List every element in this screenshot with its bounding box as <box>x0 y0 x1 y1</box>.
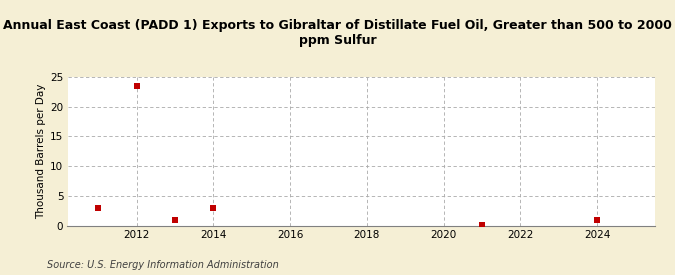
Point <box>92 206 103 210</box>
Text: Annual East Coast (PADD 1) Exports to Gibraltar of Distillate Fuel Oil, Greater : Annual East Coast (PADD 1) Exports to Gi… <box>3 19 672 47</box>
Y-axis label: Thousand Barrels per Day: Thousand Barrels per Day <box>36 84 46 219</box>
Point <box>208 206 219 210</box>
Point <box>592 217 603 222</box>
Point <box>169 217 180 222</box>
Text: Source: U.S. Energy Information Administration: Source: U.S. Energy Information Administ… <box>47 260 279 270</box>
Point <box>131 84 142 88</box>
Point <box>477 223 487 227</box>
